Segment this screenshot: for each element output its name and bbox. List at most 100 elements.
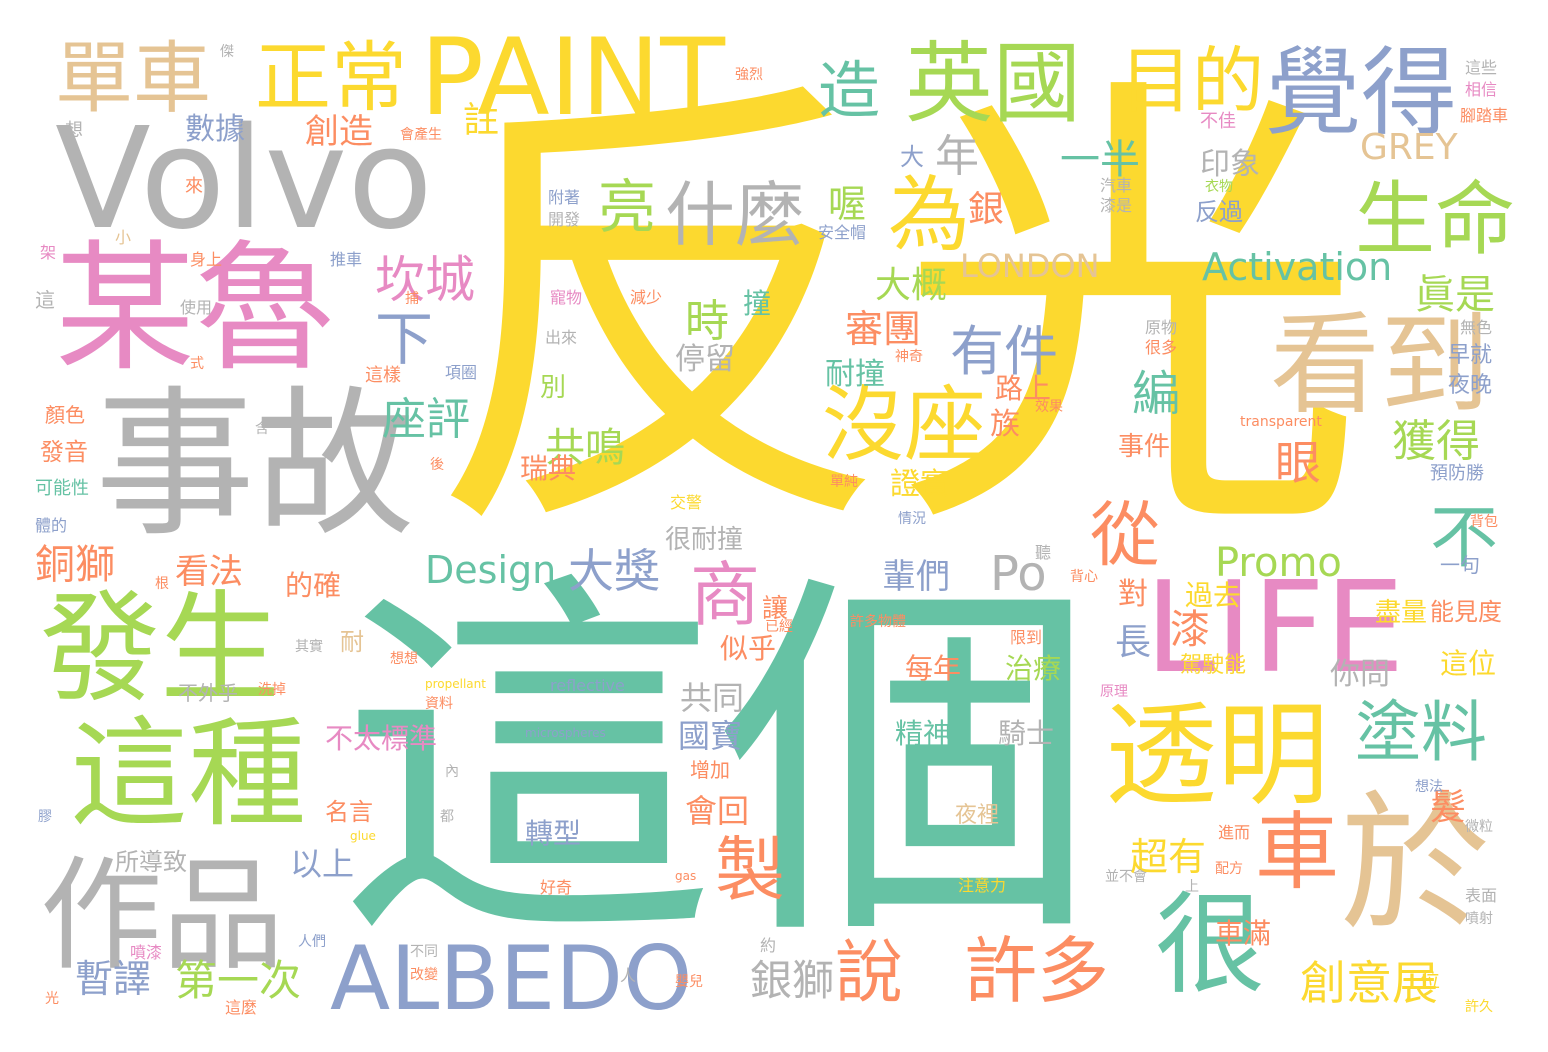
- word-shi: 時: [685, 296, 729, 347]
- word-propellant: propellant: [425, 677, 486, 691]
- word-yinxiang: 印象: [1200, 147, 1260, 182]
- word-yue: 約: [760, 936, 777, 955]
- word-gen: 根: [155, 576, 169, 592]
- word-guoqu: 過去: [1185, 579, 1242, 612]
- word-zhengshi: 證實: [890, 467, 950, 502]
- word-kanfa: 看法: [175, 552, 243, 592]
- word-buwaihu: 不外乎: [178, 681, 238, 705]
- word-huihui: 會回: [685, 792, 750, 830]
- word-haoqi: 好奇: [540, 878, 573, 897]
- word-po: Po: [990, 546, 1047, 602]
- word-zhexie: 這些: [1465, 58, 1498, 77]
- word-yishang: 以上: [290, 845, 355, 883]
- word-qishi3: 其實: [295, 639, 323, 655]
- word-xiaoguo: 效果: [1035, 399, 1063, 415]
- word-london: LONDON: [960, 247, 1100, 285]
- word-activation: Activation: [1202, 245, 1393, 289]
- word-wei2: 位: [1420, 968, 1440, 992]
- word-zhi: 製: [715, 829, 785, 911]
- word-xiangfa: 想法: [1415, 779, 1443, 795]
- word-yuanwu: 原物: [1145, 318, 1178, 337]
- word-shenshang: 身上: [190, 250, 223, 269]
- word-shentuan: 審團: [845, 307, 922, 351]
- word-promo: Promo: [1215, 540, 1342, 586]
- word-shang2: 上: [1185, 879, 1199, 895]
- word-chuangyizhan: 創意展: [1300, 956, 1438, 1010]
- word-kenengxing: 可能性: [35, 478, 89, 499]
- word-zhewei: 這位: [1440, 647, 1497, 680]
- word-lai: 來: [185, 176, 203, 197]
- word-yijing: 已經: [765, 619, 793, 635]
- word-tide: 體的: [35, 516, 68, 535]
- word-nai: 耐: [340, 628, 364, 656]
- word-ren: 人: [620, 966, 637, 985]
- word-yinshi: 銀獅: [750, 956, 835, 1005]
- word-rang: 讓: [762, 594, 789, 624]
- word-jia: 架: [40, 243, 57, 262]
- word-zheyang: 這樣: [365, 365, 401, 386]
- word-qi: 漆: [1170, 607, 1210, 653]
- word-penshe: 噴射: [1465, 911, 1493, 927]
- word-zhengchang: 正常: [255, 33, 407, 122]
- word-zuopin: 作品: [40, 845, 284, 987]
- word-ziliao: 資料: [425, 696, 453, 712]
- word-tongshi: 銅獅: [35, 542, 115, 588]
- word-bujia: 不佳: [1200, 111, 1236, 132]
- word-xiangquan: 項圈: [445, 363, 478, 382]
- word-fuzhuo: 附著: [548, 188, 581, 207]
- word-jiao: 膠: [38, 809, 52, 825]
- word-jianshao: 減少: [630, 288, 663, 307]
- word-hou: 後: [430, 457, 444, 473]
- word-zhege: 這個: [338, 543, 1098, 986]
- word-xia: 下: [375, 305, 434, 373]
- word-zao: 造: [818, 54, 881, 127]
- word-qingkuang: 情況: [898, 511, 926, 527]
- word-jie: 傑: [220, 44, 234, 60]
- word-zhenshi: 眞是: [1415, 272, 1495, 318]
- word-tuliao: 塗料: [1355, 694, 1487, 771]
- word-zhuang: 撞: [743, 287, 772, 320]
- word-dui: 對: [1118, 577, 1148, 612]
- word-dagai: 大概: [875, 265, 948, 306]
- word-jinliang: 盡量: [1375, 598, 1428, 628]
- word-xiao: 小: [115, 228, 132, 247]
- word-meinian: 每年: [905, 652, 962, 685]
- word-penqi: 噴漆: [130, 943, 163, 962]
- word-zhiliao: 治療: [1005, 652, 1062, 685]
- word-yan: 眼: [1275, 436, 1321, 490]
- word-wei: 為: [888, 168, 971, 263]
- word-shenqi: 神奇: [895, 349, 923, 365]
- word-shijian: 事件: [1118, 432, 1171, 462]
- word-wo: 喔: [828, 182, 867, 226]
- word-yeli: 夜裡: [955, 803, 1000, 828]
- word-chaoyou: 超有: [1130, 835, 1207, 879]
- word-tuiche: 推車: [330, 250, 363, 269]
- word-guobao: 國寶: [678, 717, 743, 755]
- word-suodaozhi: 所導致: [115, 848, 187, 876]
- word-zuoping: 座評: [382, 394, 470, 445]
- word-shiyong: 使用: [180, 298, 213, 317]
- word-nei: 內: [445, 764, 459, 780]
- word-fanguo: 反過: [1195, 198, 1243, 226]
- word-microspheres: microspheres: [525, 726, 606, 740]
- word-touming: 透明: [1105, 691, 1329, 821]
- word-zaojiu: 早就: [1448, 343, 1493, 368]
- word-zhu: 註: [463, 100, 500, 141]
- word-beixin: 背心: [1070, 569, 1098, 585]
- word-dou: 都: [440, 809, 454, 825]
- word-bu: 不: [1430, 499, 1499, 578]
- word-zhe2: 這: [35, 288, 55, 312]
- word-yu: 於: [1340, 778, 1491, 952]
- word-butong: 不同: [410, 944, 438, 960]
- word-kandao: 看到: [1270, 301, 1490, 429]
- word-yanse: 顏色: [45, 403, 85, 427]
- word-xiangxin: 相信: [1465, 80, 1498, 99]
- word-hennaizhuang: 很耐撞: [665, 525, 744, 555]
- word-fanguang: 反光: [425, 41, 1365, 588]
- word-yuanli: 原理: [1100, 684, 1128, 700]
- word-mingyan: 名言: [325, 798, 373, 826]
- word-yingguo: 英國: [905, 32, 1082, 135]
- word-grey: GREY: [1360, 127, 1458, 168]
- word-niwen: 你問: [1330, 657, 1390, 692]
- word-juede: 覺得: [1265, 37, 1457, 149]
